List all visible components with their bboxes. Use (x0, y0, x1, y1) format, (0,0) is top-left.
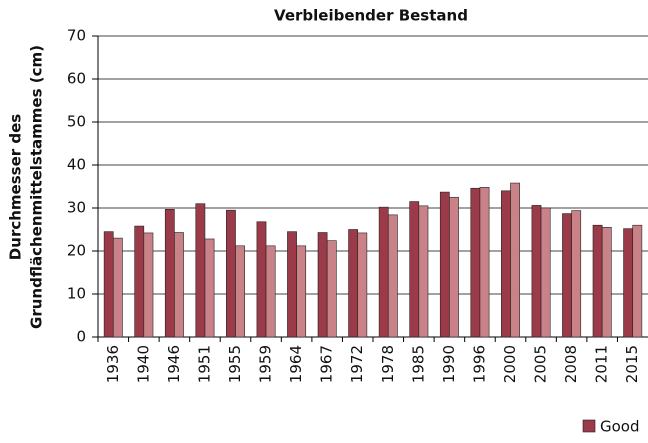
bar (256, 221, 267, 338)
bar (449, 196, 459, 338)
y-tick-label: 0 (76, 328, 86, 346)
x-tick-label: 1959 (257, 345, 275, 383)
x-tick-label: 1964 (287, 345, 305, 383)
y-tick-label: 30 (67, 199, 86, 217)
bar (287, 231, 297, 338)
bar (265, 245, 276, 338)
bar (501, 190, 511, 338)
bar (592, 224, 603, 338)
x-tick-label: 1978 (379, 345, 397, 383)
x-tick-label: 1996 (470, 345, 488, 383)
bar (226, 209, 236, 338)
bar (409, 201, 420, 338)
x-tick-label: 1951 (195, 345, 213, 383)
y-tick-label: 70 (67, 27, 86, 45)
x-tick-label: 1967 (318, 345, 336, 383)
legend-swatch (582, 419, 596, 433)
bar (296, 245, 307, 338)
legend-label: Good (600, 418, 640, 436)
bar (387, 214, 398, 338)
bar (531, 205, 542, 338)
x-tick-label: 1990 (440, 345, 458, 383)
x-tick-label: 1940 (134, 345, 152, 383)
x-tick-label: 1985 (409, 345, 427, 383)
bar (326, 240, 337, 338)
bar (479, 187, 490, 338)
y-tick-label: 20 (67, 242, 86, 260)
bar (204, 238, 215, 338)
bar (378, 206, 389, 338)
bar (562, 213, 572, 338)
y-axis-label: Durchmesser des (7, 114, 25, 260)
bar (623, 228, 634, 338)
bar (317, 232, 328, 338)
bar (632, 224, 643, 338)
bar (174, 232, 184, 338)
y-tick-label: 10 (67, 285, 86, 303)
x-tick-label: 2011 (593, 345, 611, 383)
x-tick-label: 2015 (623, 345, 641, 383)
chart-title: Verbleibender Bestand (274, 7, 468, 25)
bar (357, 232, 368, 338)
bar (418, 205, 429, 338)
x-tick-label: 1955 (226, 345, 244, 383)
x-tick-label: 2008 (562, 345, 580, 383)
bar (439, 191, 450, 338)
x-tick-label: 1946 (165, 345, 183, 383)
y-tick-label: 60 (67, 70, 86, 88)
y-tick-label: 50 (67, 113, 86, 131)
bar (112, 237, 123, 338)
x-tick-label: 2000 (501, 345, 519, 383)
bar (510, 182, 520, 338)
bar (134, 225, 145, 338)
bar (103, 231, 114, 338)
x-tick-label: 1972 (348, 345, 366, 383)
bar (235, 245, 245, 338)
bar (540, 207, 551, 338)
x-tick-label: 2005 (532, 345, 550, 383)
y-axis-label: Grundflächenmittelstammes (cm) (28, 45, 46, 329)
bar (195, 203, 206, 338)
bar (571, 210, 582, 338)
bar (143, 232, 154, 338)
y-tick-label: 40 (67, 156, 86, 174)
bar (470, 187, 481, 338)
bar (348, 229, 359, 338)
bar (164, 208, 175, 338)
bar (601, 227, 612, 338)
x-tick-label: 1936 (104, 345, 122, 383)
